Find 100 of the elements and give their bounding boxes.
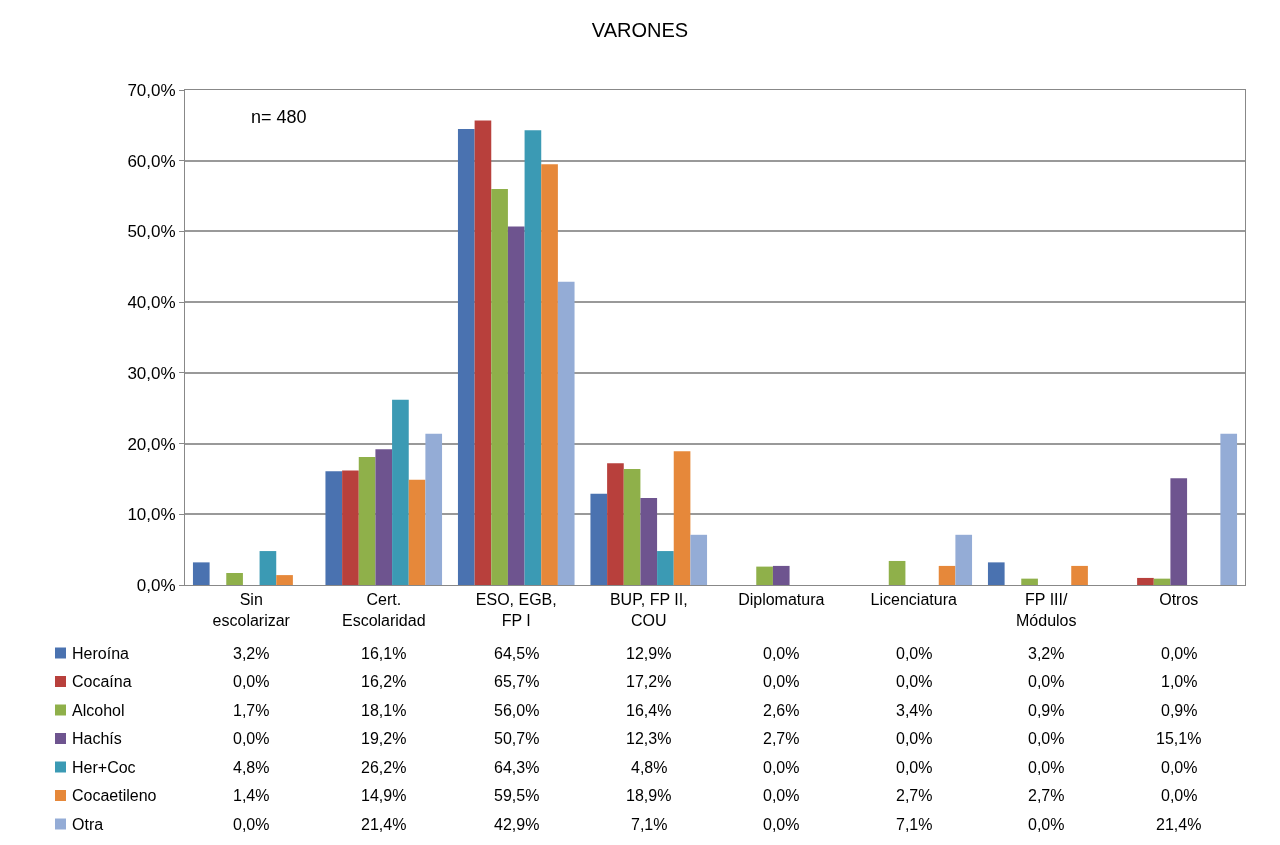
bar <box>226 572 243 585</box>
data-label: 56,0% <box>494 702 540 719</box>
data-label: 0,0% <box>763 816 800 833</box>
legend-label: Alcohol <box>72 702 125 719</box>
y-tick-label: 70,0% <box>127 80 176 100</box>
data-label: 0,0% <box>763 787 800 804</box>
data-label: 64,3% <box>494 759 540 776</box>
bar <box>507 226 525 585</box>
data-label: 0,0% <box>763 673 800 690</box>
data-label: 0,0% <box>896 730 933 747</box>
bar <box>524 130 542 585</box>
chart-title: VARONES <box>591 19 689 41</box>
data-label: 26,2% <box>361 759 407 776</box>
bar <box>690 534 708 585</box>
data-label: 3,2% <box>233 645 270 662</box>
data-label: 4,8% <box>631 759 668 776</box>
y-tick-label: 50,0% <box>127 222 176 242</box>
bar <box>987 562 1005 585</box>
legend-label: Otra <box>72 816 104 833</box>
bar <box>657 551 674 585</box>
data-label: 1,0% <box>1161 673 1198 690</box>
bar <box>1170 478 1188 585</box>
data-label: 14,9% <box>361 787 407 804</box>
bar <box>457 128 475 585</box>
data-label: 0,0% <box>1028 730 1065 747</box>
data-label: 0,0% <box>1161 787 1198 804</box>
data-label: 0,9% <box>1028 702 1065 719</box>
bar <box>392 399 409 585</box>
bar <box>192 562 210 585</box>
bar <box>1153 578 1171 585</box>
data-label: 2,7% <box>763 730 800 747</box>
bar <box>640 498 658 585</box>
annotation: n= 480 <box>251 107 307 127</box>
y-tick-label: 40,0% <box>127 293 176 313</box>
data-label: 65,7% <box>494 673 540 690</box>
x-tick-label: Sin escolarizar <box>212 591 291 629</box>
data-label: 12,9% <box>626 645 672 662</box>
x-tick-label: Otros <box>1159 591 1199 609</box>
data-label: 0,0% <box>896 759 933 776</box>
bar <box>590 493 608 585</box>
data-label: 64,5% <box>494 645 540 662</box>
legend-label: Heroína <box>72 645 130 662</box>
bar <box>474 120 492 585</box>
bar <box>673 451 691 585</box>
data-label: 2,7% <box>1028 787 1065 804</box>
data-label: 16,4% <box>626 702 672 719</box>
bar <box>276 575 293 585</box>
data-label: 7,1% <box>896 816 933 833</box>
data-label: 0,0% <box>896 673 933 690</box>
data-label: 18,1% <box>361 702 407 719</box>
data-label: 0,0% <box>763 759 800 776</box>
data-label: 16,1% <box>361 645 407 662</box>
data-label: 1,4% <box>233 787 270 804</box>
data-label: 0,0% <box>1161 645 1198 662</box>
data-label: 17,2% <box>626 673 672 690</box>
bar <box>623 469 641 585</box>
x-tick-label: FP III/ Módulos <box>1016 591 1077 629</box>
x-tick-label: BUP, FP II, COU <box>609 591 688 629</box>
bar <box>557 281 575 585</box>
data-label: 50,7% <box>494 730 540 747</box>
bar <box>425 433 443 585</box>
bar <box>607 463 624 585</box>
data-label: 12,3% <box>626 730 672 747</box>
bar <box>955 534 973 585</box>
data-label: 0,0% <box>1028 673 1065 690</box>
data-label: 42,9% <box>494 816 540 833</box>
bar <box>888 560 906 585</box>
data-label: 2,6% <box>763 702 800 719</box>
x-tick-label: ESO, EGB, FP I <box>475 591 557 629</box>
bar <box>325 471 343 585</box>
bar <box>772 565 790 585</box>
data-label: 2,7% <box>896 787 933 804</box>
data-label: 15,1% <box>1156 730 1202 747</box>
data-label: 0,0% <box>1161 759 1198 776</box>
x-tick-label: Cert. Escolaridad <box>341 591 426 629</box>
data-label: 18,9% <box>626 787 672 804</box>
data-label: 0,0% <box>763 645 800 662</box>
bar <box>1021 578 1038 585</box>
bar <box>938 565 956 585</box>
y-tick-label: 30,0% <box>127 363 176 383</box>
legend-label: Cocaína <box>72 673 132 690</box>
data-label: 3,2% <box>1028 645 1065 662</box>
y-tick-label: 0,0% <box>136 575 176 595</box>
bar <box>259 551 277 585</box>
data-label: 0,0% <box>233 816 270 833</box>
data-label: 0,0% <box>233 673 270 690</box>
bar <box>408 479 426 585</box>
data-label: 0,0% <box>1028 816 1065 833</box>
legend-label: Her+Coc <box>72 759 136 776</box>
data-label: 1,7% <box>233 702 270 719</box>
data-label: 3,4% <box>896 702 933 719</box>
y-tick-label: 60,0% <box>127 151 176 171</box>
data-label: 19,2% <box>361 730 407 747</box>
data-label: 4,8% <box>233 759 270 776</box>
data-label: 59,5% <box>494 787 540 804</box>
data-label: 0,0% <box>896 645 933 662</box>
x-tick-label: Diplomatura <box>738 591 825 609</box>
bar <box>491 189 508 585</box>
data-label: 16,2% <box>361 673 407 690</box>
bar <box>756 566 773 585</box>
